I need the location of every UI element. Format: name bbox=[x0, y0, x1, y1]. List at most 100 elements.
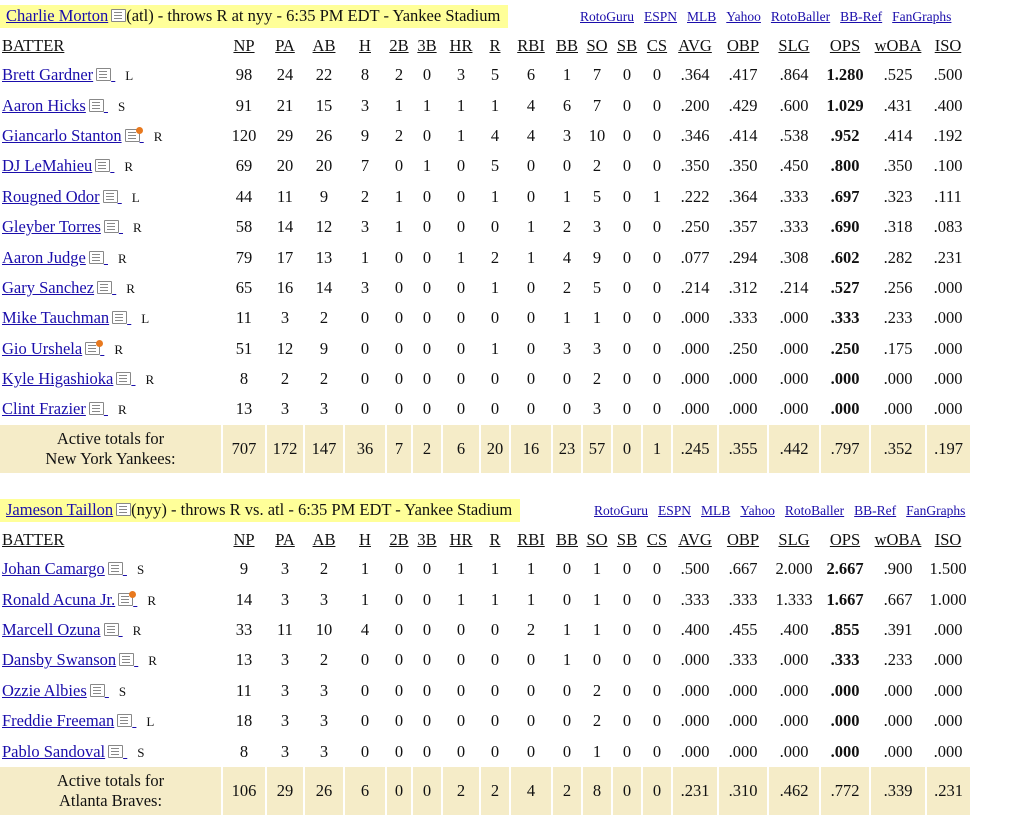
link-mlb[interactable]: MLB bbox=[687, 9, 717, 24]
column-header-ops[interactable]: OPS bbox=[829, 530, 861, 549]
link-rotoballer[interactable]: RotoBaller bbox=[770, 9, 831, 24]
column-header-3b[interactable]: 3B bbox=[417, 530, 437, 549]
note-icon[interactable] bbox=[111, 9, 127, 22]
player-news-icon[interactable] bbox=[95, 159, 111, 173]
batter-name-link[interactable]: Johan Camargo bbox=[2, 559, 105, 579]
column-header-so[interactable]: SO bbox=[586, 530, 608, 549]
player-news-icon[interactable] bbox=[88, 250, 104, 264]
batter-name-link[interactable]: Gleyber Torres bbox=[2, 217, 101, 237]
player-news-icon[interactable] bbox=[103, 220, 119, 234]
column-header-slg[interactable]: SLG bbox=[778, 36, 810, 55]
batter-name-link[interactable]: Pablo Sandoval bbox=[2, 741, 106, 761]
batter-name-link[interactable]: DJ LeMahieu bbox=[2, 156, 93, 176]
column-header-h[interactable]: H bbox=[359, 530, 371, 549]
player-news-icon[interactable] bbox=[124, 126, 143, 142]
column-header-obp[interactable]: OBP bbox=[726, 530, 760, 549]
player-news-icon[interactable] bbox=[89, 683, 105, 697]
player-news-icon[interactable] bbox=[117, 714, 133, 728]
player-news-icon[interactable] bbox=[118, 590, 137, 606]
batter-name-link[interactable]: Brett Gardner bbox=[2, 65, 94, 85]
column-header-sb[interactable]: SB bbox=[616, 36, 638, 55]
batter-name-link[interactable]: Aaron Judge bbox=[2, 247, 86, 267]
note-icon[interactable] bbox=[116, 503, 132, 516]
column-header-hr[interactable]: HR bbox=[449, 530, 473, 549]
link-rotoguru[interactable]: RotoGuru bbox=[580, 9, 634, 24]
column-header-avg[interactable]: AVG bbox=[678, 530, 712, 549]
column-header-pa[interactable]: PA bbox=[275, 530, 295, 549]
column-header-r[interactable]: R bbox=[489, 36, 501, 55]
column-header-ab[interactable]: AB bbox=[312, 36, 336, 55]
column-header-slg[interactable]: SLG bbox=[778, 530, 810, 549]
column-header-2b[interactable]: 2B bbox=[389, 530, 409, 549]
pitcher-link[interactable]: Jameson Taillon bbox=[6, 500, 114, 519]
column-header-bb[interactable]: BB bbox=[555, 530, 578, 549]
column-header-ab[interactable]: AB bbox=[312, 530, 336, 549]
player-news-icon[interactable] bbox=[107, 562, 123, 576]
column-header-h[interactable]: H bbox=[359, 36, 371, 55]
link-espn[interactable]: ESPN bbox=[658, 503, 692, 518]
batter-hand: S bbox=[137, 744, 145, 760]
column-header-iso[interactable]: ISO bbox=[934, 36, 962, 55]
batter-name-link[interactable]: Ronald Acuna Jr. bbox=[2, 589, 116, 609]
column-header-np[interactable]: NP bbox=[233, 36, 255, 55]
link-mlb[interactable]: MLB bbox=[701, 503, 731, 518]
batter-hand: R bbox=[153, 128, 163, 144]
link-yahoo[interactable]: Yahoo bbox=[726, 9, 761, 24]
column-header-3b[interactable]: 3B bbox=[417, 36, 437, 55]
player-news-icon[interactable] bbox=[119, 653, 135, 667]
player-news-icon[interactable] bbox=[97, 280, 113, 294]
batter-name-link[interactable]: Mike Tauchman bbox=[2, 308, 110, 328]
column-header-2b[interactable]: 2B bbox=[389, 36, 409, 55]
pitcher-link[interactable]: Charlie Morton bbox=[6, 6, 109, 25]
column-header-ops[interactable]: OPS bbox=[829, 36, 861, 55]
link-bb-ref[interactable]: BB-Ref bbox=[854, 503, 897, 518]
column-header-hr[interactable]: HR bbox=[449, 36, 473, 55]
player-news-icon[interactable] bbox=[108, 744, 124, 758]
column-header-pa[interactable]: PA bbox=[275, 36, 295, 55]
column-header-np[interactable]: NP bbox=[233, 530, 255, 549]
column-header-iso[interactable]: ISO bbox=[934, 530, 962, 549]
column-header-batter[interactable]: BATTER bbox=[2, 530, 65, 549]
batter-name-link[interactable]: Freddie Freeman bbox=[2, 711, 115, 731]
column-header-avg[interactable]: AVG bbox=[678, 36, 712, 55]
player-news-icon[interactable] bbox=[116, 372, 132, 386]
batter-name-link[interactable]: Aaron Hicks bbox=[2, 95, 86, 115]
link-yahoo[interactable]: Yahoo bbox=[740, 503, 775, 518]
player-news-icon[interactable] bbox=[96, 68, 112, 82]
player-news-icon[interactable] bbox=[85, 339, 104, 355]
column-header-obp[interactable]: OBP bbox=[726, 36, 760, 55]
batter-name-link[interactable]: Kyle Higashioka bbox=[2, 369, 114, 389]
link-bb-ref[interactable]: BB-Ref bbox=[840, 9, 883, 24]
link-espn[interactable]: ESPN bbox=[644, 9, 678, 24]
column-header-r[interactable]: R bbox=[489, 530, 501, 549]
column-header-so[interactable]: SO bbox=[586, 36, 608, 55]
column-header-rbi[interactable]: RBI bbox=[517, 530, 545, 549]
link-fangraphs[interactable]: FanGraphs bbox=[892, 9, 952, 24]
batter-name-link[interactable]: Clint Frazier bbox=[2, 399, 86, 419]
stat-slg: .214 bbox=[779, 277, 809, 297]
link-fangraphs[interactable]: FanGraphs bbox=[906, 503, 966, 518]
batter-name-link[interactable]: Gio Urshela bbox=[2, 338, 83, 358]
player-news-icon[interactable] bbox=[88, 98, 104, 112]
link-rotoguru[interactable]: RotoGuru bbox=[594, 503, 648, 518]
column-header-cs[interactable]: CS bbox=[646, 530, 668, 549]
stat-cs: 0 bbox=[652, 680, 662, 700]
batter-name-link[interactable]: Gary Sanchez bbox=[2, 277, 95, 297]
column-header-bb[interactable]: BB bbox=[555, 36, 578, 55]
batter-name-link[interactable]: Marcell Ozuna bbox=[2, 619, 101, 639]
column-header-cs[interactable]: CS bbox=[646, 36, 668, 55]
player-news-icon[interactable] bbox=[112, 311, 128, 325]
batter-name-link[interactable]: Giancarlo Stanton bbox=[2, 125, 122, 145]
column-header-sb[interactable]: SB bbox=[616, 530, 638, 549]
link-rotoballer[interactable]: RotoBaller bbox=[784, 503, 845, 518]
player-news-icon[interactable] bbox=[102, 189, 118, 203]
batter-name-link[interactable]: Ozzie Albies bbox=[2, 680, 87, 700]
batter-name-link[interactable]: Rougned Odor bbox=[2, 186, 100, 206]
batter-name-link[interactable]: Dansby Swanson bbox=[2, 650, 117, 670]
column-header-rbi[interactable]: RBI bbox=[517, 36, 545, 55]
column-header-woba[interactable]: wOBA bbox=[874, 530, 922, 549]
player-news-icon[interactable] bbox=[88, 402, 104, 416]
column-header-batter[interactable]: BATTER bbox=[2, 36, 65, 55]
column-header-woba[interactable]: wOBA bbox=[874, 36, 922, 55]
player-news-icon[interactable] bbox=[103, 622, 119, 636]
